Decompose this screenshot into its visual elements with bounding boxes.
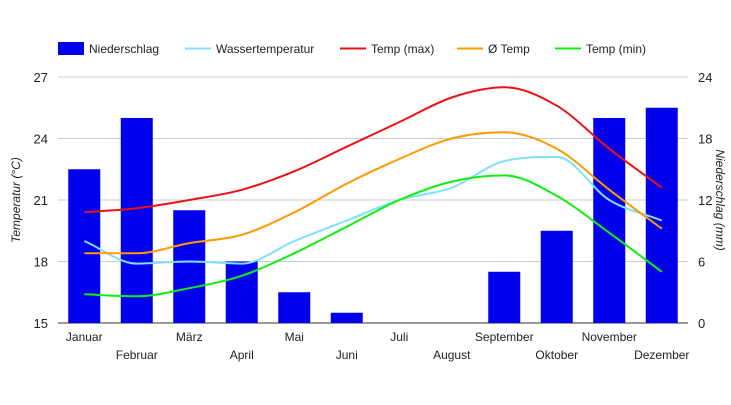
left-tick-label: 18 <box>34 255 48 270</box>
precipitation-bar <box>330 312 363 323</box>
x-tick-label: September <box>475 330 534 344</box>
precipitation-bar <box>120 118 153 323</box>
x-tick-label: Juni <box>336 348 358 362</box>
left-tick-label: 24 <box>34 132 48 147</box>
left-axis-title: Temperatur (°C) <box>9 157 23 243</box>
left-tick-label: 27 <box>34 70 48 85</box>
right-axis-title: Niederschlag (mm) <box>713 149 727 250</box>
water-temp-line <box>83 155 663 265</box>
precipitation-bar <box>173 210 206 323</box>
gridlines <box>58 76 688 324</box>
precipitation-bar <box>540 230 573 323</box>
temperature-lines <box>83 86 663 298</box>
precipitation-bar <box>593 118 626 323</box>
precipitation-bar <box>488 271 521 323</box>
legend-swatch-precipitation <box>58 42 84 55</box>
left-tick-label: 15 <box>34 316 48 331</box>
precipitation-bar <box>278 292 311 323</box>
x-tick-label: August <box>433 348 471 362</box>
right-tick-label: 12 <box>698 193 712 208</box>
legend-label: Temp (min) <box>586 42 646 56</box>
min-temp-line <box>84 174 663 298</box>
legend: Niederschlag Wassertemperatur Temp (max) Ø … <box>58 42 646 56</box>
right-tick-label: 24 <box>698 70 712 85</box>
legend-label: Wassertemperatur <box>216 42 314 56</box>
x-tick-label: März <box>176 330 203 344</box>
x-tick-label: Januar <box>66 330 103 344</box>
x-tick-label: Juli <box>390 330 408 344</box>
max-temp-line <box>84 86 663 214</box>
legend-label: Niederschlag <box>89 42 159 56</box>
x-tick-label: Oktober <box>535 348 578 362</box>
x-tick-label: April <box>230 348 254 362</box>
precipitation-bar <box>645 107 678 323</box>
right-tick-label: 0 <box>698 316 705 331</box>
x-tick-label: November <box>582 330 637 344</box>
right-tick-label: 6 <box>698 255 705 270</box>
avg-temp-line <box>84 131 663 255</box>
x-tick-label: Mai <box>285 330 304 344</box>
precipitation-bars <box>68 107 678 323</box>
right-tick-label: 18 <box>698 132 712 147</box>
x-tick-label: Februar <box>116 348 158 362</box>
x-tick-label: Dezember <box>634 348 689 362</box>
legend-label: Temp (max) <box>371 42 434 56</box>
left-tick-label: 21 <box>34 193 48 208</box>
legend-label: Ø Temp <box>488 42 530 56</box>
axes: 15 18 21 24 27 0 6 12 18 24 Januar Februar März April… <box>34 70 713 362</box>
